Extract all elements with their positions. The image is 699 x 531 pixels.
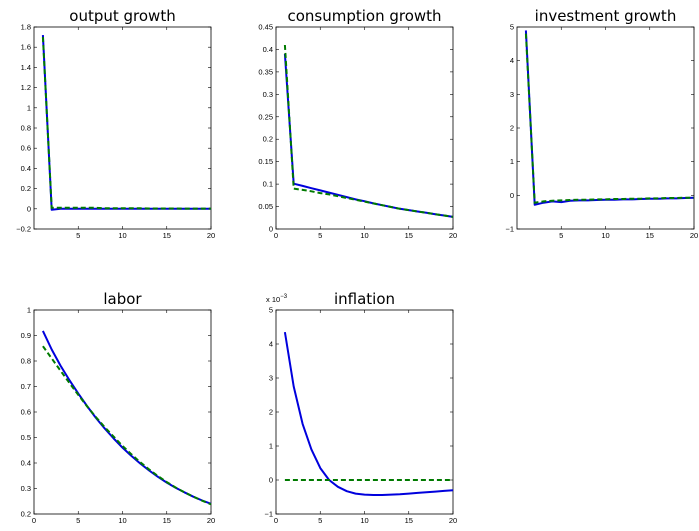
x-tick-label: 20 bbox=[207, 231, 215, 240]
x-tick-label: 10 bbox=[360, 516, 368, 525]
y-tick-label: 2 bbox=[510, 124, 514, 133]
y-tick-label: 0.15 bbox=[258, 157, 273, 166]
y-tick-label: 0.45 bbox=[258, 23, 273, 32]
dashed-series-line bbox=[524, 33, 694, 204]
solid-series-line bbox=[283, 331, 454, 496]
dashed-series-line bbox=[41, 37, 211, 210]
x-tick-label: 20 bbox=[449, 231, 457, 240]
y-tick-label: 0.3 bbox=[21, 484, 31, 493]
x-tick-label: 20 bbox=[449, 516, 457, 525]
axes-frame bbox=[275, 26, 454, 230]
axes-frame bbox=[33, 309, 212, 515]
x-tick-label: 15 bbox=[163, 231, 171, 240]
x-tick-label: 10 bbox=[360, 231, 368, 240]
exponent-base: x 10 bbox=[266, 295, 280, 304]
y-tick-label: 0.35 bbox=[258, 67, 273, 76]
y-tick-label: −1 bbox=[264, 510, 273, 519]
y-tick-label: 0 bbox=[269, 225, 273, 234]
x-tick-label: 10 bbox=[118, 231, 126, 240]
y-tick-label: 0.2 bbox=[21, 184, 31, 193]
x-tick-label: 20 bbox=[690, 231, 698, 240]
solid-series-line bbox=[524, 30, 695, 206]
y-tick-label: 0 bbox=[269, 476, 273, 485]
y-tick-label: 5 bbox=[510, 23, 514, 32]
y-tick-label: 0 bbox=[510, 191, 514, 200]
y-tick-label: 1.8 bbox=[21, 23, 31, 32]
y-tick-label: 0.4 bbox=[21, 459, 31, 468]
x-tick-label: 20 bbox=[207, 516, 215, 525]
y-tick-label: 0.4 bbox=[263, 45, 273, 54]
axes-frame bbox=[275, 309, 454, 515]
x-tick-label: 5 bbox=[318, 516, 322, 525]
x-tick-label: 0 bbox=[274, 516, 278, 525]
chart-title: investment growth bbox=[535, 7, 677, 25]
y-tick-label: 1 bbox=[27, 103, 31, 112]
y-tick-label: 0.9 bbox=[21, 331, 31, 340]
x-tick-label: 0 bbox=[32, 516, 36, 525]
chart-panel: labor 0 5 10 15 20 0.2 0.3 0.4 0.5 0.6 0.7 0.8 0.9 1 bbox=[21, 290, 216, 525]
y-tick-label: 0.25 bbox=[258, 112, 273, 121]
solid-series-line bbox=[283, 53, 454, 218]
y-tick-label: 0.5 bbox=[21, 433, 31, 442]
x-tick-label: 15 bbox=[405, 516, 413, 525]
chart-panel: consumption growth 0 5 10 15 20 0 0.05 0.1 0.15 0.… bbox=[258, 7, 457, 240]
y-tick-label: 0.6 bbox=[21, 144, 31, 153]
y-tick-label: 4 bbox=[269, 340, 273, 349]
exponent-power: −3 bbox=[280, 294, 288, 300]
y-tick-label: 0.7 bbox=[21, 382, 31, 391]
chart-panel: investment growth 5 10 15 20 −1 0 1 2 3 4 5 bbox=[505, 7, 698, 240]
y-tick-label: 0.3 bbox=[263, 90, 273, 99]
y-tick-label: 1 bbox=[269, 442, 273, 451]
y-tick-label: −0.2 bbox=[16, 225, 31, 234]
y-tick-label: 4 bbox=[510, 56, 514, 65]
y-tick-label: 1 bbox=[510, 157, 514, 166]
x-tick-label: 10 bbox=[601, 231, 609, 240]
x-tick-label: 15 bbox=[646, 231, 654, 240]
solid-series-line bbox=[41, 35, 211, 211]
y-tick-label: 0 bbox=[27, 204, 31, 213]
x-tick-label: 15 bbox=[163, 516, 171, 525]
y-tick-label: 5 bbox=[269, 306, 273, 315]
y-tick-label: 0.4 bbox=[21, 164, 31, 173]
y-tick-label: 1 bbox=[27, 306, 31, 315]
x-tick-label: 5 bbox=[76, 231, 80, 240]
x-tick-label: 5 bbox=[318, 231, 322, 240]
chart-panel: output growth 5 10 15 20 −0.2 0 0.2 0.4 0.6 0.8 1 1.… bbox=[16, 7, 215, 240]
chart-title: labor bbox=[103, 290, 142, 308]
y-tick-label: 3 bbox=[269, 374, 273, 383]
y-tick-label: 1.4 bbox=[21, 63, 31, 72]
y-tick-label: 0.2 bbox=[21, 510, 31, 519]
x-tick-label: 15 bbox=[405, 231, 413, 240]
y-tick-label: −1 bbox=[505, 225, 514, 234]
y-tick-label: 1.6 bbox=[21, 43, 31, 52]
x-tick-label: 10 bbox=[118, 516, 126, 525]
axes-frame bbox=[33, 26, 212, 230]
chart-title: output growth bbox=[69, 7, 175, 25]
y-tick-label: 0.8 bbox=[21, 357, 31, 366]
y-tick-label: 0.1 bbox=[263, 180, 273, 189]
solid-series-line bbox=[41, 330, 212, 505]
y-tick-label: 3 bbox=[510, 90, 514, 99]
x-tick-label: 5 bbox=[76, 516, 80, 525]
x-tick-label: 5 bbox=[559, 231, 563, 240]
y-tick-label: 0.2 bbox=[263, 135, 273, 144]
chart-title: inflation bbox=[334, 290, 395, 308]
chart-title: consumption growth bbox=[287, 7, 441, 25]
y-tick-label: 2 bbox=[269, 408, 273, 417]
y-tick-label: 0.8 bbox=[21, 124, 31, 133]
dashed-series-line bbox=[283, 44, 454, 218]
y-tick-label: 0.05 bbox=[258, 202, 273, 211]
y-tick-label: 0.6 bbox=[21, 408, 31, 417]
dashed-series-line bbox=[42, 345, 212, 506]
x-tick-label: 0 bbox=[274, 231, 278, 240]
y-exponent-label: x 10−3 bbox=[266, 294, 288, 304]
y-tick-label: 1.2 bbox=[21, 83, 31, 92]
